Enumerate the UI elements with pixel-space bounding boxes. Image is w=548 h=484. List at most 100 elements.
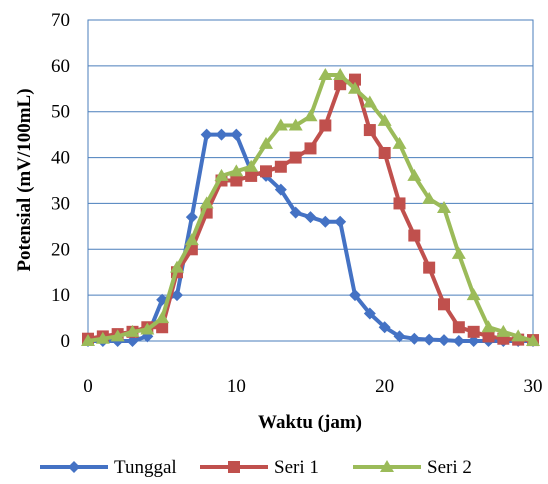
data-point-marker — [229, 164, 244, 177]
series-seri-2 — [81, 68, 540, 346]
data-point-marker — [438, 334, 450, 347]
data-point-marker — [318, 68, 333, 81]
data-point-marker — [393, 330, 406, 343]
y-tick-labels: 0 10 20 30 40 50 60 70 — [51, 10, 70, 352]
data-point-marker — [230, 174, 243, 187]
data-point-marker — [171, 289, 183, 302]
data-point-marker — [304, 211, 317, 224]
data-point-marker — [155, 311, 170, 324]
data-point-marker — [319, 215, 332, 228]
data-point-marker — [288, 118, 303, 131]
data-point-marker — [392, 136, 407, 149]
data-point-marker — [408, 332, 421, 345]
data-point-marker — [228, 461, 240, 473]
data-point-marker — [511, 329, 526, 342]
plot-area — [87, 19, 534, 342]
data-point-marker — [274, 183, 287, 196]
data-point-marker — [156, 321, 169, 334]
y-tick-label: 40 — [51, 148, 70, 169]
data-point-marker — [274, 160, 287, 173]
data-point-marker — [378, 321, 391, 334]
y-tick-label: 60 — [51, 56, 70, 77]
y-tick-label: 20 — [51, 239, 70, 260]
data-point-marker — [467, 325, 480, 338]
y-axis-title: Potensial (mV/100mL) — [14, 88, 35, 271]
data-point-marker — [214, 168, 229, 181]
data-point-marker — [422, 191, 437, 204]
data-point-marker — [377, 113, 392, 126]
data-point-marker — [244, 159, 259, 172]
data-point-marker — [482, 330, 495, 343]
gridlines — [88, 19, 533, 296]
data-point-marker — [125, 324, 140, 337]
legend-label: Tunggal — [114, 457, 177, 478]
data-point-marker — [170, 260, 184, 273]
x-tick-labels: 0 10 20 30 — [83, 376, 542, 397]
data-point-marker — [451, 246, 466, 259]
data-point-marker — [349, 73, 361, 86]
data-point-marker — [273, 118, 288, 131]
x-tick-label: 10 — [227, 376, 246, 397]
series-layer — [81, 68, 540, 347]
legend-label: Seri 1 — [274, 457, 319, 478]
data-point-marker — [200, 128, 213, 141]
data-point-marker — [393, 197, 406, 210]
data-point-marker — [408, 229, 421, 242]
data-point-marker — [199, 196, 214, 209]
legend: Tunggal Seri 1 Seri 2 — [40, 457, 472, 478]
data-point-marker — [230, 128, 243, 141]
data-point-marker — [110, 329, 125, 342]
series-tunggal — [82, 128, 539, 347]
data-point-marker — [378, 146, 391, 159]
data-point-marker — [526, 334, 540, 346]
data-point-marker — [437, 201, 451, 214]
data-point-marker — [496, 324, 511, 337]
data-point-marker — [289, 206, 302, 219]
data-point-marker — [333, 68, 348, 81]
data-point-marker — [349, 289, 361, 302]
legend-item: Seri 2 — [353, 457, 472, 478]
data-point-marker — [452, 335, 465, 347]
data-point-marker — [380, 460, 394, 472]
data-point-marker — [334, 78, 347, 91]
data-point-marker — [481, 320, 496, 333]
data-point-marker — [438, 298, 450, 311]
data-point-marker — [348, 81, 362, 94]
data-point-marker — [303, 109, 318, 122]
legend-item: Seri 1 — [200, 457, 319, 478]
data-point-marker — [362, 95, 377, 108]
legend-label: Seri 2 — [427, 457, 472, 478]
data-point-marker — [259, 136, 273, 149]
data-point-marker — [245, 169, 258, 182]
x-tick-label: 20 — [375, 376, 394, 397]
x-tick-label: 0 — [83, 376, 93, 397]
data-point-marker — [363, 124, 376, 137]
data-point-marker — [423, 261, 436, 274]
data-point-marker — [126, 335, 139, 347]
x-tick-label: 30 — [524, 376, 543, 397]
data-point-marker — [81, 334, 95, 346]
data-point-marker — [95, 331, 110, 344]
data-point-marker — [68, 461, 80, 473]
data-point-marker — [289, 151, 302, 164]
y-tick-label: 0 — [61, 331, 71, 352]
x-axis-title: Waktu (jam) — [258, 412, 362, 433]
data-point-marker — [215, 128, 228, 141]
data-point-marker — [319, 119, 332, 132]
data-point-marker — [260, 165, 272, 178]
legend-item: Tunggal — [40, 457, 177, 478]
series-line — [88, 132, 533, 343]
data-point-marker — [185, 211, 198, 224]
data-point-marker — [140, 322, 155, 335]
data-point-marker — [363, 307, 376, 320]
data-point-marker — [184, 233, 199, 246]
y-tick-label: 70 — [51, 10, 70, 31]
data-point-marker — [452, 321, 465, 334]
y-tick-label: 50 — [51, 102, 70, 123]
data-point-marker — [467, 335, 480, 347]
y-tick-label: 30 — [51, 193, 70, 214]
data-point-marker — [334, 215, 347, 228]
data-point-marker — [407, 168, 422, 181]
data-point-marker — [466, 288, 481, 301]
